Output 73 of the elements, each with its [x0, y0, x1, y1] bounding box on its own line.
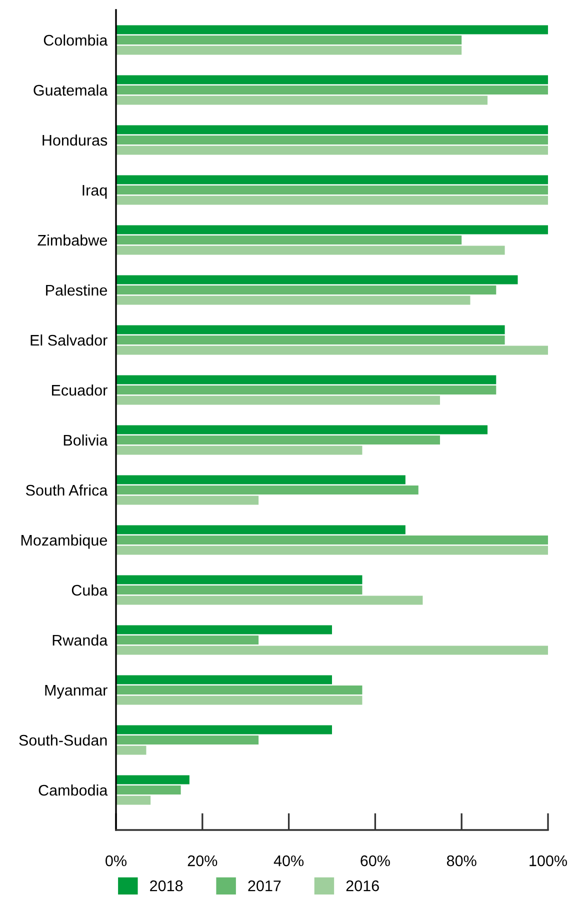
bar [116, 186, 548, 194]
bar [116, 675, 332, 684]
bar [116, 46, 462, 55]
y-tick-label: Colombia [44, 34, 108, 46]
bar [116, 586, 362, 594]
x-tick-label: 20% [188, 855, 218, 866]
bar [116, 96, 488, 105]
y-tick-label: Myanmar [45, 685, 108, 699]
bar [116, 636, 259, 644]
bar [116, 436, 440, 444]
bar [116, 775, 190, 784]
bar [116, 686, 362, 694]
y-tick-label: Honduras [42, 134, 108, 146]
legend-label: 2017 [248, 880, 281, 892]
x-tick-label: 80% [446, 855, 476, 866]
legend-label: 2018 [150, 880, 183, 892]
bar [116, 25, 548, 34]
bar [116, 86, 548, 94]
x-tick-label: 0% [106, 855, 126, 866]
x-tick-label: 100% [530, 855, 567, 866]
bar [116, 496, 259, 505]
bar [116, 336, 505, 344]
bar [116, 146, 548, 155]
y-tick-label: Bolivia [64, 434, 108, 446]
bar [116, 136, 548, 144]
bar [116, 796, 151, 805]
bar [116, 625, 332, 634]
bar [116, 446, 362, 455]
y-tick-label: Rwanda [52, 634, 108, 646]
y-tick-label: Zimbabwe [38, 234, 107, 246]
bar [116, 475, 406, 484]
bar [116, 786, 181, 794]
bar [116, 696, 362, 705]
y-tick-label: Cuba [72, 584, 108, 596]
y-tick-label: Ecuador [52, 384, 108, 396]
y-tick-label: Mozambique [21, 534, 107, 549]
y-tick-label: Iraq [82, 185, 107, 199]
bar [116, 536, 548, 544]
bar [116, 275, 518, 284]
y-tick-label: El Salvador [30, 334, 108, 346]
bar [116, 296, 470, 305]
x-tick-label: 40% [274, 855, 304, 866]
bar [116, 36, 462, 44]
bar [116, 346, 548, 355]
bar [116, 736, 259, 744]
bar [116, 386, 496, 394]
bar [116, 425, 488, 434]
y-tick-label: Palestine [46, 284, 107, 296]
x-tick-label: 60% [360, 855, 390, 866]
legend-label: 2016 [346, 880, 379, 892]
bar [116, 246, 505, 255]
bar [116, 196, 548, 205]
bar [116, 646, 548, 655]
bar [116, 575, 362, 584]
bar [116, 596, 423, 605]
bar [116, 125, 548, 134]
y-tick-label: Guatemala [34, 84, 108, 96]
bar [116, 746, 146, 755]
y-tick-label: South Africa [26, 484, 108, 496]
y-tick-label: Cambodia [38, 784, 108, 796]
y-tick-label: South-Sudan [19, 734, 107, 746]
bar [116, 225, 548, 234]
bar [116, 75, 548, 84]
bar [116, 286, 496, 294]
bar [116, 546, 548, 555]
bar [116, 325, 505, 334]
bar [116, 236, 462, 244]
bar [116, 396, 440, 405]
bar [116, 525, 406, 534]
bar [116, 486, 418, 494]
bar [116, 175, 548, 184]
bar [116, 725, 332, 734]
bar [116, 375, 496, 384]
